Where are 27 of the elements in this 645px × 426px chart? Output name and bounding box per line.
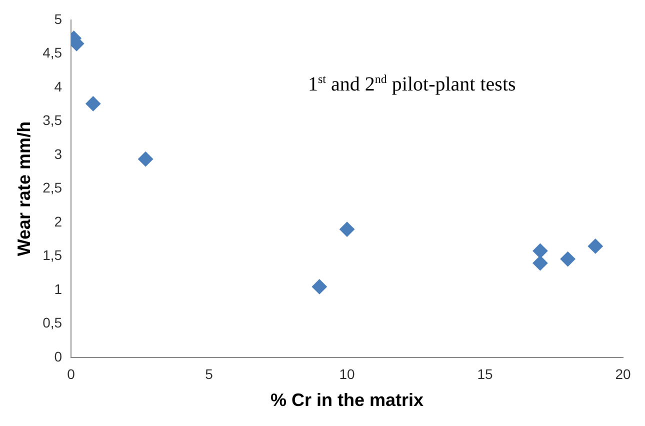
point xyxy=(340,222,355,237)
y-tick-label: 2,5 xyxy=(42,180,62,196)
point xyxy=(312,279,327,294)
point xyxy=(588,238,603,254)
y-tick-label: 5 xyxy=(54,10,62,27)
y-tick-label: 2 xyxy=(54,213,62,230)
y-tick-label: 3,5 xyxy=(42,112,62,128)
x-tick-label: 0 xyxy=(67,366,76,382)
y-axis-title: Wear rate mm/h xyxy=(14,121,34,256)
y-tick-label: 3 xyxy=(54,146,62,162)
y-tick-label: 0 xyxy=(54,348,62,364)
point xyxy=(560,252,576,267)
y-tick-label: 0,5 xyxy=(42,314,62,331)
point xyxy=(532,243,548,258)
y-tick-label: 1,5 xyxy=(42,247,62,264)
x-tick-label: 20 xyxy=(615,366,631,382)
annotation: 1$^{st}$ and 2$^{nd}$ pilot-plant tests xyxy=(308,72,516,97)
point xyxy=(86,96,101,112)
y-tick-label: 1 xyxy=(54,280,62,297)
x-tick-label: 10 xyxy=(339,366,356,382)
x-axis-title: % Cr in the matrix xyxy=(270,390,424,410)
x-tick-label: 5 xyxy=(205,366,214,382)
y-tick-label: 4 xyxy=(54,78,62,94)
point xyxy=(532,256,548,271)
x-tick-label: 15 xyxy=(477,366,494,382)
point xyxy=(138,152,154,167)
y-tick-label: 4,5 xyxy=(42,44,62,61)
